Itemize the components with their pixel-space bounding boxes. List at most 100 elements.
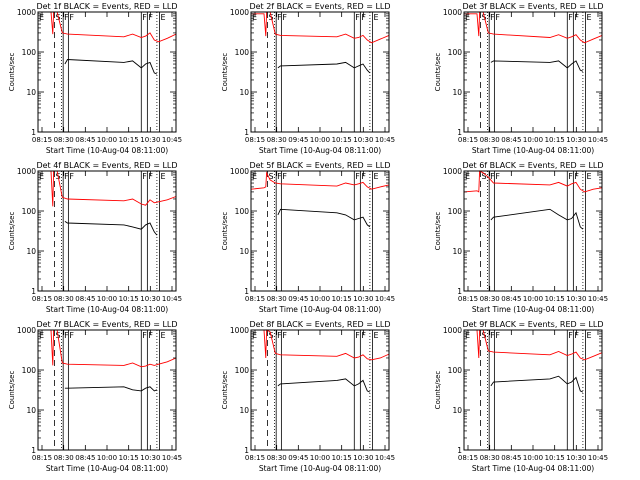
x-tick-label: 08:15 bbox=[245, 295, 265, 303]
y-tick-label: 100 bbox=[22, 207, 37, 216]
y-tick-label: 10 bbox=[452, 88, 462, 97]
x-tick-label: 08:45 bbox=[75, 454, 95, 462]
panel: Det 9f BLACK = Events, RED = LLD Counts/s… bbox=[434, 320, 608, 473]
marker-label: E bbox=[465, 13, 470, 22]
series-black-line bbox=[64, 386, 158, 392]
marker-label: F bbox=[574, 331, 579, 340]
x-tick-label: 10:15 bbox=[119, 295, 139, 303]
marker-label: F bbox=[64, 172, 69, 181]
marker-label: E bbox=[587, 172, 592, 181]
y-axis-label: Counts/sec bbox=[221, 212, 229, 251]
series-red-line bbox=[463, 170, 603, 193]
marker-label: F bbox=[568, 13, 573, 22]
x-tick-label: 10:00 bbox=[523, 454, 543, 462]
marker-label: F bbox=[282, 172, 287, 181]
panel: Det 2f BLACK = Events, RED = LLD Counts/s… bbox=[221, 2, 395, 155]
y-tick-label: 1000 bbox=[230, 167, 249, 176]
x-tick-label: 08:30 bbox=[267, 454, 287, 462]
series-black-line bbox=[490, 208, 584, 230]
x-tick-label: 08:15 bbox=[32, 136, 52, 144]
y-tick-label: 10 bbox=[239, 88, 249, 97]
marker-label: F bbox=[282, 331, 287, 340]
marker-label: F bbox=[361, 331, 366, 340]
x-tick-label: 10:00 bbox=[97, 454, 117, 462]
x-tick-label: 10:00 bbox=[523, 136, 543, 144]
x-axis-label: Start Time (10-Aug-04 08:11:00) bbox=[259, 305, 381, 314]
marker-label: F bbox=[355, 172, 360, 181]
panel-title: Det 3f BLACK = Events, RED = LLD bbox=[462, 2, 603, 11]
x-tick-label: 10:00 bbox=[97, 295, 117, 303]
x-tick-label: 08:30 bbox=[480, 454, 500, 462]
marker-label: F bbox=[142, 331, 147, 340]
x-tick-label: 08:30 bbox=[267, 295, 287, 303]
x-axis-label: Start Time (10-Aug-04 08:11:00) bbox=[259, 146, 381, 155]
series-black-line bbox=[64, 59, 158, 75]
series-black-line bbox=[277, 61, 371, 74]
series-red-line bbox=[464, 329, 603, 361]
panel-title: Det 8f BLACK = Events, RED = LLD bbox=[249, 320, 390, 329]
x-tick-label: 10:15 bbox=[545, 136, 565, 144]
marker-label: E bbox=[161, 172, 166, 181]
x-tick-label: 10:00 bbox=[310, 454, 330, 462]
marker-label: E bbox=[39, 331, 44, 340]
y-tick-label: 1 bbox=[457, 128, 462, 137]
x-axis-label: Start Time (10-Aug-04 08:11:00) bbox=[472, 464, 594, 473]
x-tick-label: 08:15 bbox=[32, 454, 52, 462]
x-tick-label: 08:30 bbox=[480, 295, 500, 303]
marker-label: E bbox=[252, 172, 257, 181]
marker-label: F bbox=[490, 13, 495, 22]
x-tick-label: 08:15 bbox=[32, 295, 52, 303]
x-axis-label: Start Time (10-Aug-04 08:11:00) bbox=[46, 305, 168, 314]
panel: Det 3f BLACK = Events, RED = LLD Counts/s… bbox=[434, 2, 608, 155]
x-tick-label: 08:45 bbox=[501, 295, 521, 303]
panel-title: Det 9f BLACK = Events, RED = LLD bbox=[462, 320, 603, 329]
panel: Det 6f BLACK = Events, RED = LLD Counts/s… bbox=[434, 161, 608, 314]
marker-label: S bbox=[268, 172, 273, 181]
x-axis-label: Start Time (10-Aug-04 08:11:00) bbox=[472, 305, 594, 314]
y-tick-label: 1000 bbox=[17, 8, 36, 17]
y-axis-label: Counts/sec bbox=[8, 212, 16, 251]
marker-label: F bbox=[574, 13, 579, 22]
marker-label: E bbox=[587, 331, 592, 340]
marker-label: F bbox=[148, 331, 153, 340]
y-tick-label: 1000 bbox=[230, 326, 249, 335]
y-tick-label: 100 bbox=[22, 366, 37, 375]
marker-label: F bbox=[574, 172, 579, 181]
y-tick-label: 10 bbox=[452, 406, 462, 415]
y-tick-label: 100 bbox=[22, 48, 37, 57]
marker-label: E bbox=[465, 172, 470, 181]
plot-frame bbox=[463, 329, 603, 451]
x-tick-label: 10:45 bbox=[162, 454, 182, 462]
y-tick-label: 1 bbox=[457, 287, 462, 296]
marker-label: E bbox=[252, 331, 257, 340]
series-red-line bbox=[464, 11, 603, 44]
x-tick-label: 10:45 bbox=[588, 295, 608, 303]
y-tick-label: 1000 bbox=[443, 8, 462, 17]
y-tick-label: 100 bbox=[448, 48, 463, 57]
x-tick-label: 10:30 bbox=[140, 295, 160, 303]
x-tick-label: 10:45 bbox=[375, 295, 395, 303]
x-tick-label: 10:15 bbox=[119, 454, 139, 462]
panel-title: Det 2f BLACK = Events, RED = LLD bbox=[249, 2, 390, 11]
x-tick-label: 10:45 bbox=[162, 136, 182, 144]
marker-label: S bbox=[481, 172, 486, 181]
y-tick-label: 100 bbox=[235, 366, 250, 375]
y-tick-label: 100 bbox=[448, 366, 463, 375]
x-tick-label: 10:15 bbox=[545, 454, 565, 462]
marker-label: F bbox=[69, 13, 74, 22]
plot-frame bbox=[463, 11, 603, 133]
marker-label: F bbox=[355, 331, 360, 340]
marker-label: F bbox=[277, 331, 282, 340]
marker-label: F bbox=[277, 13, 282, 22]
y-tick-label: 1000 bbox=[17, 167, 36, 176]
plot-frame bbox=[37, 11, 177, 133]
marker-label: F bbox=[148, 172, 153, 181]
x-tick-label: 08:15 bbox=[245, 136, 265, 144]
x-tick-label: 08:30 bbox=[54, 136, 74, 144]
series-black-line bbox=[277, 208, 371, 228]
y-tick-label: 1 bbox=[244, 446, 249, 455]
x-tick-label: 10:45 bbox=[588, 136, 608, 144]
x-tick-label: 08:15 bbox=[458, 136, 478, 144]
marker-label: F bbox=[495, 331, 500, 340]
x-tick-label: 10:00 bbox=[310, 295, 330, 303]
